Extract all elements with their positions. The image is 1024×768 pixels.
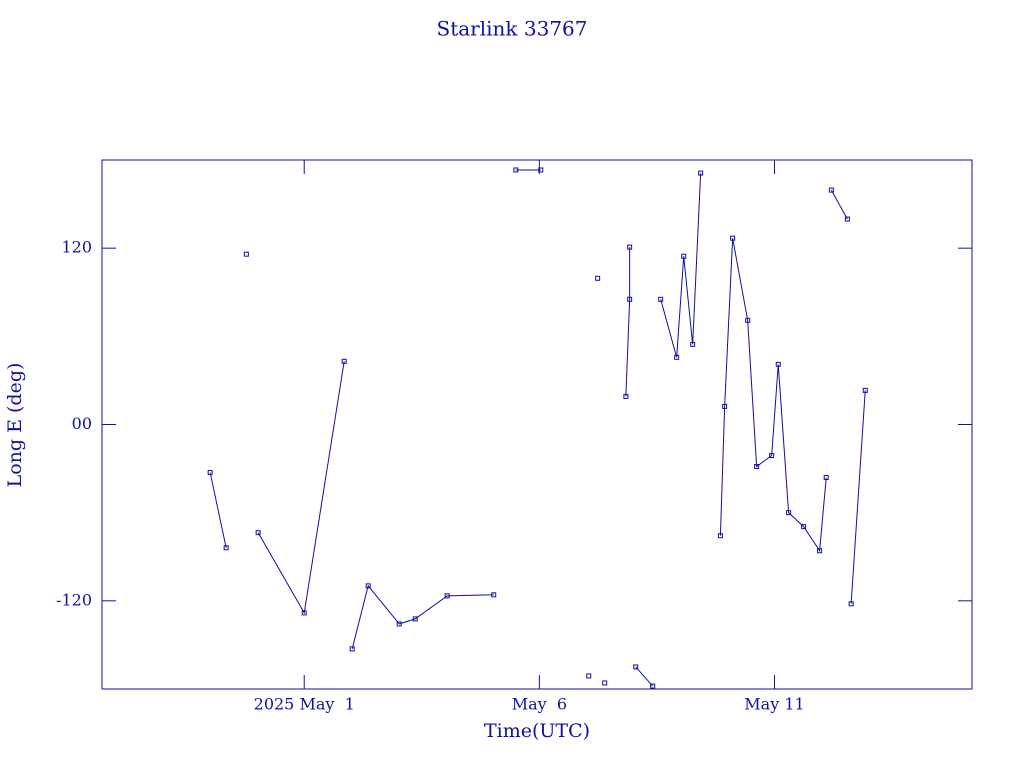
x-tick-label: May 11 [744,695,804,714]
data-point [301,610,307,616]
data-point [538,167,544,173]
data-point [349,646,355,652]
data-point [341,358,347,364]
data-point [513,167,519,173]
data-point [745,317,751,323]
y-tick-label: 120 [61,238,92,257]
data-point [690,341,696,347]
data-point [754,464,760,470]
x-tick-label: 2025 May 1 [254,695,355,714]
y-axis-label: Long E (deg) [4,363,26,488]
data-line [719,238,827,553]
data-point [730,235,736,241]
data-point [848,601,854,607]
data-point [817,548,823,554]
data-point [862,387,868,393]
data-point [681,253,687,259]
data-point [627,244,633,250]
data-point [717,533,723,539]
data-point [844,216,850,222]
data-point [828,187,834,193]
data-point [674,354,680,360]
data-point [586,673,592,679]
data-point [658,296,664,302]
data-point [801,524,807,530]
data-point [255,530,261,536]
data-point [786,510,792,516]
y-tick-label: 00 [72,414,92,433]
data-line [660,173,702,358]
data-point [602,680,608,686]
data-point [650,683,656,689]
chart-title: Starlink 33767 [437,17,588,41]
data-point [444,593,450,599]
data-point [595,275,601,281]
data-point [223,545,229,551]
data-line [635,666,654,687]
data-line [625,247,631,397]
data-line [209,472,227,548]
y-tick-label: -120 [56,590,92,609]
data-point [627,296,633,302]
x-tick-label: May 6 [512,695,567,714]
data-point [769,453,775,459]
data-point [633,664,639,670]
data-point [775,361,781,367]
data-point [722,403,728,409]
data-point [243,251,249,257]
data-point [396,621,402,627]
data-point [491,592,497,598]
data-point [207,470,213,476]
data-point [365,583,371,589]
data-line [830,189,848,220]
data-point [412,616,418,622]
data-line [351,584,494,650]
data-point [698,170,704,176]
x-axis-label: Time(UTC) [484,720,590,742]
data-point [623,393,629,399]
data-line [850,390,866,604]
data-line [257,361,345,615]
data-point [823,475,829,481]
